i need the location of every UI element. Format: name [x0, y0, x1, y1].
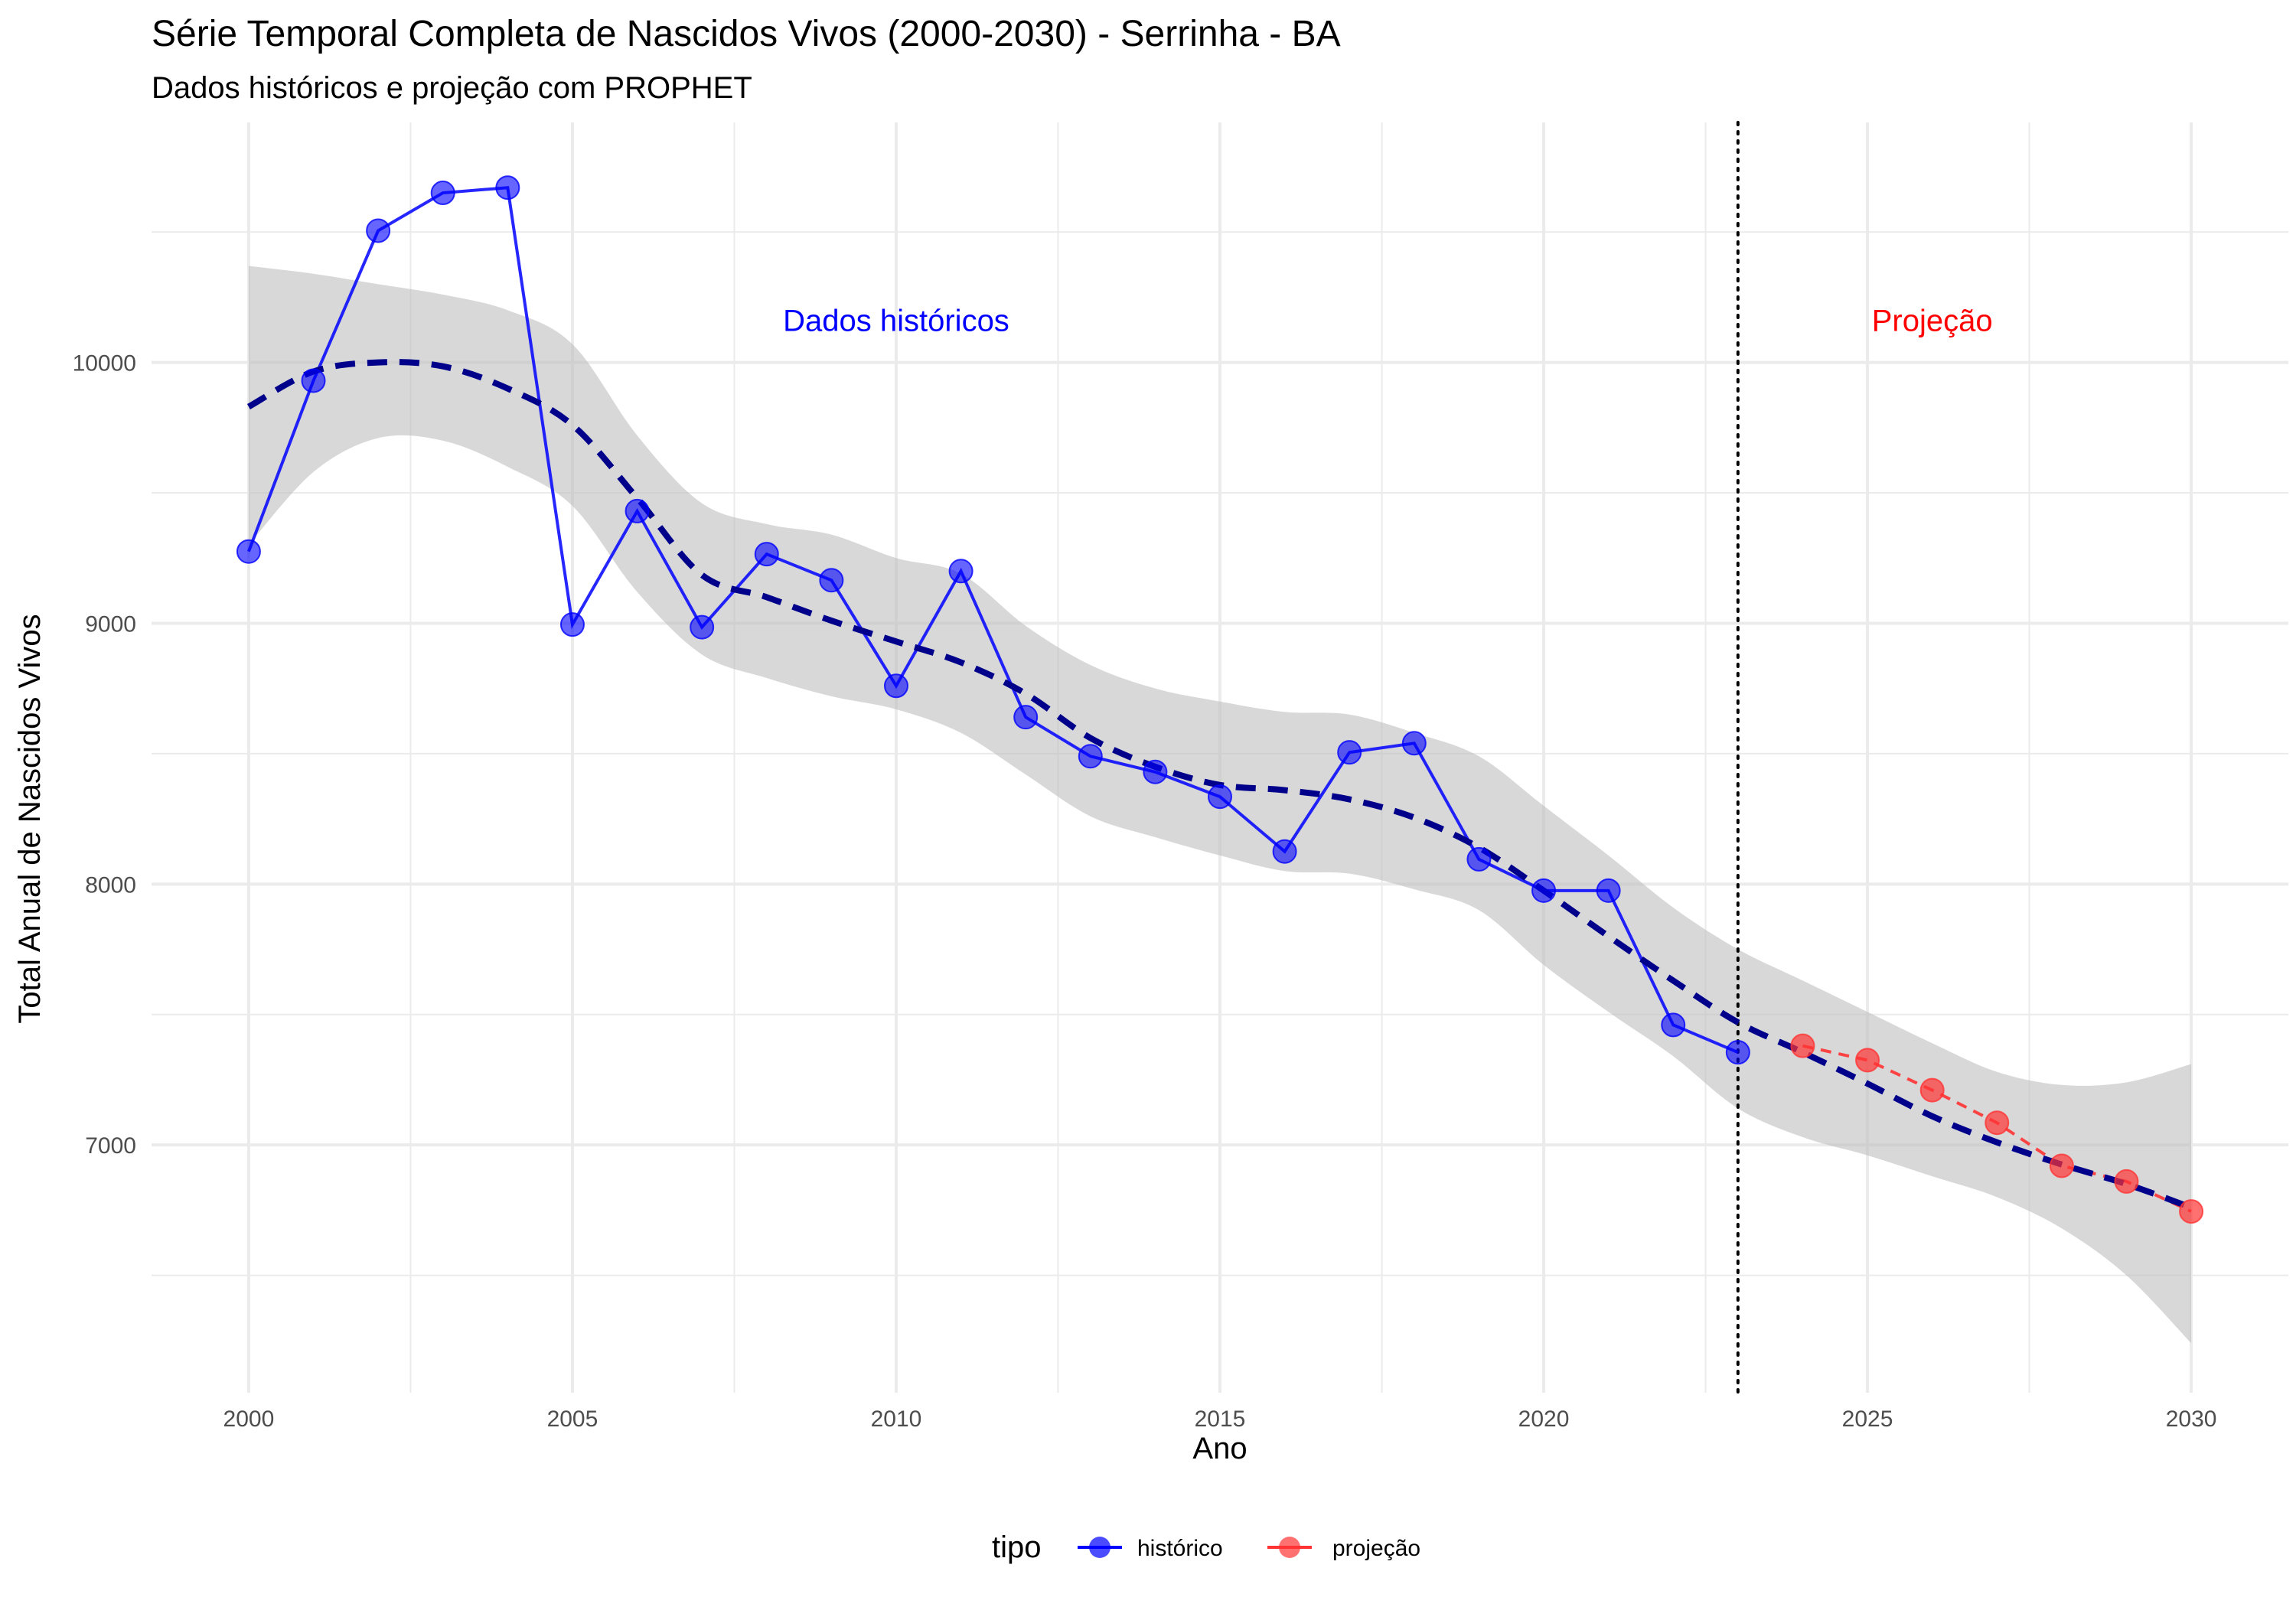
historico-point — [495, 175, 520, 200]
projecao-point — [1919, 1077, 1945, 1103]
historico-point — [883, 673, 908, 699]
historico-point — [1725, 1040, 1750, 1065]
x-axis-title: Ano — [1192, 1432, 1247, 1465]
chart-subtitle: Dados históricos e projeção com PROPHET — [152, 71, 752, 105]
x-tick-label: 2015 — [1195, 1407, 1246, 1432]
historico-point — [430, 181, 455, 206]
projecao-point — [1855, 1048, 1880, 1073]
historico-point — [1272, 839, 1297, 864]
legend-key-point-projecao — [1279, 1537, 1300, 1558]
historico-point — [1531, 878, 1557, 903]
historico-point — [754, 542, 779, 567]
x-tick-label: 2000 — [223, 1407, 275, 1432]
x-tick-label: 2025 — [1842, 1407, 1893, 1432]
historico-point — [1466, 846, 1492, 872]
y-tick-label: 7000 — [85, 1133, 136, 1159]
y-tick-label: 8000 — [85, 872, 136, 898]
historico-point — [301, 368, 326, 393]
historico-point — [1661, 1012, 1686, 1038]
annotation-historical: Dados históricos — [783, 305, 1009, 338]
legend: tipo histórico projeção — [992, 1530, 1420, 1564]
historico-point — [1078, 744, 1103, 769]
historico-point — [1143, 759, 1168, 784]
plot-area: 2000 2005 2010 2015 2020 2025 2030 7000 8000 9000… — [73, 121, 2288, 1432]
projecao-point — [1790, 1033, 1815, 1058]
chart-title: Série Temporal Completa de Nascidos Vivo… — [152, 14, 1341, 54]
legend-label-historico: histórico — [1137, 1536, 1223, 1561]
y-tick-label: 9000 — [85, 611, 136, 637]
historico-point — [366, 218, 391, 243]
historico-point — [625, 498, 650, 523]
legend-label-projecao: projeção — [1332, 1536, 1420, 1561]
y-axis-title: Total Anual de Nascidos Vivos — [13, 614, 47, 1023]
projecao-point — [1985, 1110, 2010, 1136]
historico-point — [1596, 878, 1621, 903]
historico-point — [1337, 740, 1362, 765]
historico-point — [1208, 784, 1232, 810]
x-tick-label: 2030 — [2166, 1407, 2217, 1432]
y-tick-label: 10000 — [73, 351, 136, 376]
legend-item-projecao: projeção — [1267, 1536, 1420, 1561]
projecao-point — [2049, 1153, 2074, 1178]
historico-point — [819, 568, 844, 593]
historico-point — [948, 559, 974, 584]
x-tick-label: 2010 — [871, 1407, 922, 1432]
x-tick-label: 2005 — [547, 1407, 598, 1432]
projecao-point — [2114, 1169, 2139, 1194]
historico-point — [1013, 705, 1039, 730]
historico-point — [559, 612, 585, 637]
legend-key-point-historico — [1089, 1537, 1110, 1558]
historico-point — [1401, 731, 1427, 756]
legend-title: tipo — [992, 1530, 1042, 1564]
x-tick-label: 2020 — [1518, 1407, 1570, 1432]
historico-point — [690, 614, 715, 640]
annotation-projection: Projeção — [1872, 305, 1993, 338]
projecao-point — [2179, 1199, 2204, 1224]
legend-item-historico: histórico — [1078, 1536, 1223, 1561]
historico-point — [236, 539, 261, 564]
